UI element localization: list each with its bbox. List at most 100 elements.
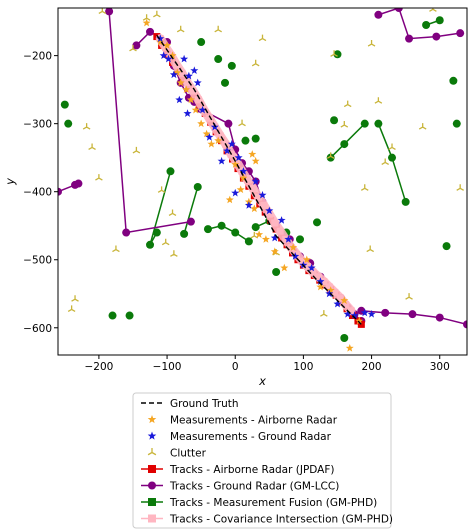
fusion-track-segment [377, 123, 393, 158]
fusion-track-point [295, 235, 304, 244]
airborne-measurement-point [163, 41, 172, 49]
ci-track-point [260, 201, 268, 209]
ground-track-point [381, 308, 390, 317]
x-axis-label: x [258, 374, 266, 388]
clutter-point [343, 100, 352, 108]
clutter-point [153, 10, 161, 18]
ground-truth-line [156, 34, 362, 325]
airborne-measurement-point [345, 344, 354, 352]
ground-measurement-point [193, 78, 202, 87]
y-tick-label: −200 [23, 51, 52, 63]
clutter-point [320, 310, 328, 317]
ci-track-point [347, 307, 355, 315]
ci-track-point [178, 69, 186, 77]
clutter-point [95, 174, 103, 181]
legend-label: Tracks - Measurement Fusion (GM-PHD) [169, 497, 377, 509]
ground-track-line [378, 8, 461, 40]
clutter-point [367, 40, 376, 47]
ground-measurement-point [169, 70, 178, 79]
ground-track-point [58, 187, 62, 196]
legend-label: Measurements - Airborne Radar [170, 415, 338, 427]
airborne-measurement-point [248, 150, 257, 158]
ground-track-point [374, 10, 383, 19]
x-tick-label: 0 [232, 361, 239, 373]
series-tracks-ground-radar-gm-lcc- [374, 8, 465, 43]
ground-measurement-point [251, 177, 260, 185]
ground-track-point [432, 32, 441, 41]
airborne-measurement-point [236, 185, 245, 194]
fusion-track-point [166, 167, 175, 176]
clutter-point [250, 231, 259, 239]
fusion-track-point [221, 78, 230, 87]
ci-track-point [271, 219, 279, 227]
clutter-point [340, 121, 349, 128]
y-tick-label: −500 [23, 255, 52, 267]
clutter-point [214, 25, 222, 33]
x-tick-label: 300 [430, 361, 450, 373]
fusion-track-point [241, 136, 250, 145]
y-tick-label: −300 [23, 119, 52, 131]
airborne-measurement-point [197, 119, 206, 128]
ground-measurement-point [325, 289, 334, 298]
clutter-point [161, 238, 170, 246]
fusion-track-point [108, 311, 117, 320]
ground-measurement-point [159, 51, 168, 59]
clutter-point [82, 123, 91, 130]
airborne-measurement-point [261, 235, 270, 243]
series-clutter [67, 8, 464, 317]
ci-track-point [303, 263, 311, 271]
legend-item: Measurements - Airborne Radar [147, 415, 338, 427]
clutter-point [142, 14, 151, 21]
ci-track-point [331, 288, 339, 296]
clutter-point [170, 250, 178, 257]
fusion-track-point [251, 223, 260, 232]
series-measurements-ground-radar [156, 34, 376, 319]
ground-measurement-point [227, 139, 236, 148]
ci-track-point [254, 193, 262, 201]
fusion-track-point [214, 55, 223, 64]
airborne-measurement-point [186, 95, 195, 104]
airborne-measurement-point [255, 230, 264, 238]
series-tracks-measurement-fusion-gm-phd- [60, 16, 461, 342]
ground-measurement-point [258, 190, 267, 199]
ground-measurement-point [239, 167, 248, 175]
ground-measurement-point [316, 277, 325, 285]
clutter-point [374, 97, 383, 104]
clutter-point [67, 305, 76, 312]
clutter-point [258, 34, 267, 42]
ci-track-point [342, 301, 350, 309]
airborne-measurement-point [182, 85, 191, 93]
legend-label: Tracks - Covariance Intersection (GM-PHD… [169, 514, 393, 526]
ground-measurement-point [333, 299, 342, 308]
clutter-point [238, 119, 246, 127]
clutter-point [326, 152, 335, 159]
ci-track-point [194, 96, 202, 104]
ci-track-point [244, 176, 252, 184]
ground-measurement-point [198, 105, 207, 114]
fusion-track-point [193, 182, 202, 191]
ground-measurement-point [270, 233, 279, 242]
ground-track-point [186, 217, 195, 226]
legend-box [132, 392, 392, 529]
ground-measurement-point [360, 308, 369, 317]
legend-label: Tracks - Airborne Radar (JPDAF) [169, 464, 335, 476]
airborne-measurement-point [270, 247, 279, 255]
legend-item: Tracks - Covariance Intersection (GM-PHD… [141, 514, 393, 526]
airborne-measurement-point [302, 255, 311, 264]
ground-measurement-point [156, 34, 165, 42]
x-tick-label: −100 [153, 361, 182, 373]
ground-measurement-point [183, 109, 192, 117]
y-tick-label: −400 [23, 187, 52, 199]
fusion-track-segment [391, 157, 407, 203]
legend-item: Tracks - Airborne Radar (JPDAF) [141, 464, 335, 476]
ci-track-point [249, 184, 257, 192]
airborne-measurement-point [202, 129, 211, 138]
airborne-measurement-point [156, 37, 165, 46]
ci-track-point [293, 250, 301, 258]
legend-label: Clutter [170, 448, 207, 460]
fusion-track-point [340, 333, 349, 342]
legend-label: Measurements - Ground Radar [170, 431, 332, 443]
airborne-measurement-point [355, 316, 364, 325]
fusion-track-point [374, 119, 383, 128]
